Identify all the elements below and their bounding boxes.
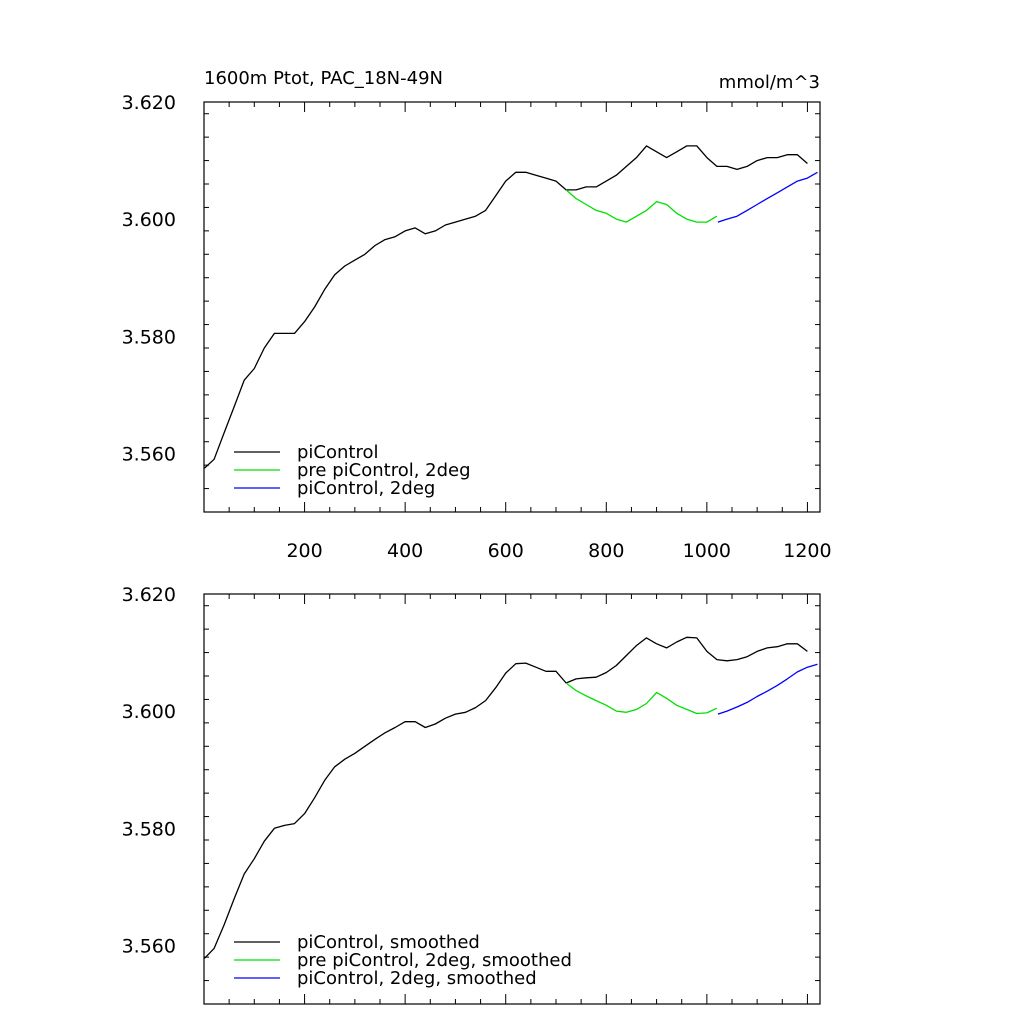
- bottom-legend-label: pre piControl, 2deg, smoothed: [297, 950, 572, 971]
- bottom-series-line-2: [717, 663, 818, 715]
- top-x-tick-label: 800: [588, 540, 624, 562]
- top-plot-frame: [203, 101, 821, 513]
- top-series-line-1: [565, 189, 718, 223]
- top-legend-label: pre piControl, 2deg: [297, 460, 471, 481]
- top-panel: 3.560 3.580 3.600 3.620 200 400 600 800 1000 1200…: [122, 92, 832, 562]
- top-x-tick-label: 1200: [783, 540, 831, 562]
- bottom-series-line-1: [565, 682, 718, 715]
- bottom-y-tick-label: 3.620: [122, 584, 176, 606]
- top-y-tick-label: 3.580: [122, 326, 176, 348]
- top-x-tick-label: 200: [286, 540, 322, 562]
- top-legend-label: piControl: [297, 442, 379, 463]
- bottom-y-tick-label: 3.600: [122, 701, 176, 723]
- bottom-plot-frame: [203, 593, 821, 1005]
- bottom-legend-label: piControl, smoothed: [297, 932, 480, 953]
- bottom-legend-label: piControl, 2deg, smoothed: [297, 968, 537, 989]
- top-y-tick-label: 3.560: [122, 443, 176, 465]
- top-series-line-0: [204, 145, 808, 469]
- top-x-tick-label: 600: [488, 540, 524, 562]
- top-y-tick-label: 3.620: [122, 92, 176, 114]
- top-y-tick-label: 3.600: [122, 209, 176, 231]
- bottom-series-line-0: [204, 636, 808, 959]
- top-x-tick-label: 400: [387, 540, 423, 562]
- top-legend-label: piControl, 2deg: [297, 478, 435, 499]
- bottom-y-tick-label: 3.580: [122, 818, 176, 840]
- top-series-line-2: [717, 171, 818, 223]
- bottom-y-tick-label: 3.560: [122, 935, 176, 957]
- top-x-tick-label: 1000: [683, 540, 731, 562]
- units-label: mmol/m^3: [719, 72, 820, 93]
- chart-title: 1600m Ptot, PAC_18N-49N: [204, 68, 443, 89]
